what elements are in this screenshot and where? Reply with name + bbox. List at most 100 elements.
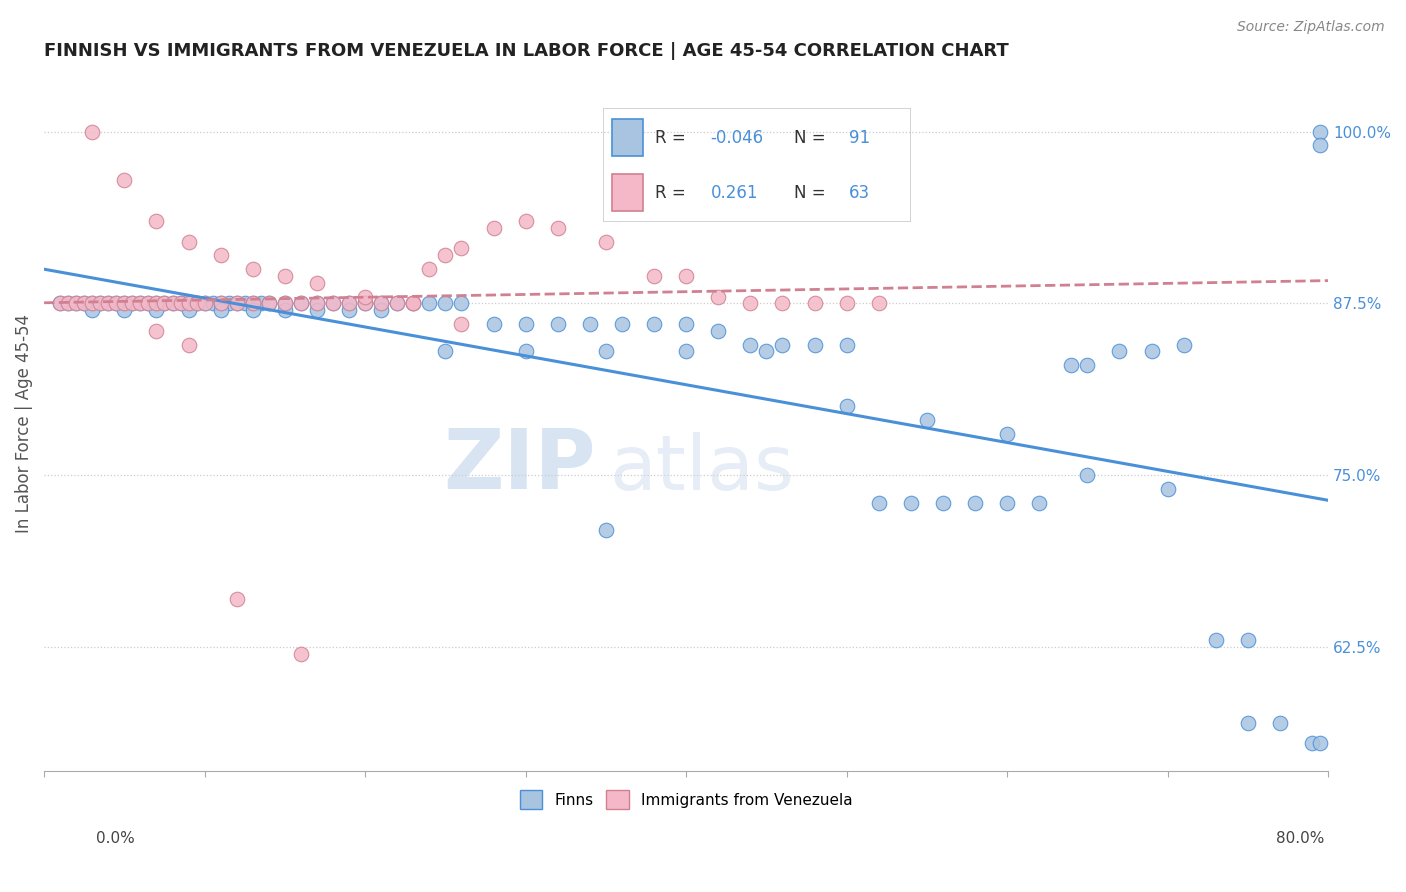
Point xyxy=(1173,337,1195,351)
Point xyxy=(209,296,232,310)
Point xyxy=(835,296,858,310)
Point xyxy=(387,296,409,310)
Point xyxy=(249,296,271,310)
Point xyxy=(89,296,111,310)
Point xyxy=(65,296,87,310)
Point xyxy=(73,296,96,310)
Point xyxy=(740,337,762,351)
Legend: Finns, Immigrants from Venezuela: Finns, Immigrants from Venezuela xyxy=(513,784,859,815)
Point xyxy=(643,268,665,283)
Point xyxy=(129,296,152,310)
Point xyxy=(370,296,392,310)
Point xyxy=(995,426,1018,441)
Point xyxy=(1301,736,1323,750)
Point xyxy=(177,296,200,310)
Point xyxy=(322,296,344,310)
Point xyxy=(73,296,96,310)
Point xyxy=(89,296,111,310)
Point xyxy=(145,296,167,310)
Text: atlas: atlas xyxy=(609,432,794,506)
Point xyxy=(707,289,730,303)
Point xyxy=(418,262,440,277)
Point xyxy=(1028,496,1050,510)
Point xyxy=(112,303,135,318)
Point xyxy=(482,220,505,235)
Point xyxy=(354,289,377,303)
Point xyxy=(643,317,665,331)
Point xyxy=(290,647,312,661)
Point xyxy=(402,296,425,310)
Point xyxy=(434,296,457,310)
Point xyxy=(274,303,297,318)
Point xyxy=(209,248,232,262)
Point xyxy=(803,296,825,310)
Point xyxy=(932,496,955,510)
Point xyxy=(370,296,392,310)
Point xyxy=(482,317,505,331)
Point xyxy=(1076,468,1098,483)
Point xyxy=(177,296,200,310)
Point xyxy=(770,296,793,310)
Point xyxy=(145,324,167,338)
Point xyxy=(97,296,120,310)
Point xyxy=(169,296,191,310)
Point xyxy=(305,276,328,290)
Point xyxy=(162,296,184,310)
Point xyxy=(610,317,633,331)
Point xyxy=(995,496,1018,510)
Point xyxy=(242,296,264,310)
Point xyxy=(595,344,617,359)
Point xyxy=(305,296,328,310)
Text: ZIP: ZIP xyxy=(444,425,596,506)
Point xyxy=(595,523,617,537)
Point xyxy=(257,296,280,310)
Point xyxy=(1309,125,1331,139)
Point xyxy=(434,344,457,359)
Text: FINNISH VS IMMIGRANTS FROM VENEZUELA IN LABOR FORCE | AGE 45-54 CORRELATION CHAR: FINNISH VS IMMIGRANTS FROM VENEZUELA IN … xyxy=(44,42,1010,60)
Point xyxy=(1156,482,1178,496)
Point xyxy=(177,337,200,351)
Point xyxy=(1309,138,1331,153)
Point xyxy=(868,496,890,510)
Point xyxy=(177,235,200,249)
Point xyxy=(145,214,167,228)
Point xyxy=(186,296,208,310)
Point xyxy=(49,296,72,310)
Point xyxy=(515,317,537,331)
Point xyxy=(1309,736,1331,750)
Point xyxy=(233,296,256,310)
Point xyxy=(242,303,264,318)
Point xyxy=(354,296,377,310)
Point xyxy=(370,303,392,318)
Point xyxy=(402,296,425,310)
Point xyxy=(322,296,344,310)
Point xyxy=(354,296,377,310)
Point xyxy=(162,296,184,310)
Point xyxy=(121,296,143,310)
Point xyxy=(290,296,312,310)
Point xyxy=(450,317,472,331)
Point xyxy=(290,296,312,310)
Text: 0.0%: 0.0% xyxy=(96,831,135,846)
Point xyxy=(770,337,793,351)
Point xyxy=(121,296,143,310)
Point xyxy=(169,296,191,310)
Point xyxy=(56,296,79,310)
Point xyxy=(274,296,297,310)
Point xyxy=(450,296,472,310)
Point xyxy=(56,296,79,310)
Point xyxy=(305,303,328,318)
Point xyxy=(963,496,986,510)
Point xyxy=(209,296,232,310)
Point xyxy=(153,296,176,310)
Point xyxy=(49,296,72,310)
Point xyxy=(242,262,264,277)
Point xyxy=(112,172,135,186)
Point xyxy=(515,344,537,359)
Point xyxy=(201,296,224,310)
Point xyxy=(675,317,697,331)
Point xyxy=(1268,715,1291,730)
Point xyxy=(145,303,167,318)
Point xyxy=(755,344,778,359)
Point xyxy=(153,296,176,310)
